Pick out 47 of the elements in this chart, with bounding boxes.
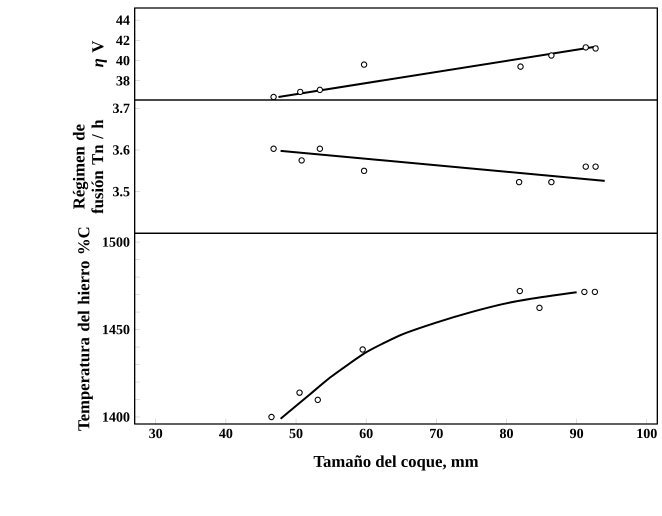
point xyxy=(516,178,522,186)
line-series xyxy=(280,291,578,420)
x-axis-title: Tamaño del coque, mm xyxy=(314,455,478,470)
point xyxy=(296,389,303,396)
point xyxy=(314,396,321,404)
point xyxy=(360,168,368,174)
point xyxy=(297,88,304,96)
point xyxy=(270,146,277,152)
x-tick-label: 50 xyxy=(290,428,302,438)
x-tick-label: 80 xyxy=(500,428,513,438)
x-tick-label: 40 xyxy=(219,428,232,438)
point xyxy=(270,94,277,100)
point xyxy=(298,157,305,164)
y-tick-label: 1450 xyxy=(103,324,130,334)
point xyxy=(592,288,598,296)
y-tick-label: 1500 xyxy=(103,237,130,247)
y-tick-label: 3.5 xyxy=(112,186,130,196)
point xyxy=(316,86,324,94)
point xyxy=(517,63,524,70)
point xyxy=(316,146,324,152)
point xyxy=(581,288,588,296)
point xyxy=(548,178,555,186)
point xyxy=(359,346,366,353)
y-tick-label: 1400 xyxy=(103,412,130,422)
y-axis-title: η V xyxy=(92,40,107,68)
point xyxy=(548,52,555,59)
y-tick-label: 3.6 xyxy=(112,145,130,155)
point xyxy=(536,304,543,312)
point xyxy=(592,45,599,52)
x-tick-label: 90 xyxy=(570,428,584,438)
point xyxy=(592,163,599,170)
point xyxy=(516,288,524,294)
x-tick-label: 60 xyxy=(360,428,373,438)
y-tick-label: 38 xyxy=(116,76,130,86)
y-tick-label: 44 xyxy=(116,16,130,25)
y-tick-label: 40 xyxy=(116,56,130,66)
point xyxy=(582,163,589,170)
x-tick-label: 70 xyxy=(430,428,443,438)
y-tick-label: 42 xyxy=(116,36,130,45)
x-tick-label: 30 xyxy=(149,428,162,438)
point xyxy=(268,414,275,420)
point xyxy=(360,61,368,68)
x-tick-label: 100 xyxy=(637,428,657,438)
y-axis-title: Régimen de fusión Tn / h xyxy=(72,120,104,214)
y-axis-title: Temperatura del hierro %C xyxy=(78,228,93,431)
point xyxy=(582,44,589,51)
y-tick-label: 3.7 xyxy=(112,104,130,114)
